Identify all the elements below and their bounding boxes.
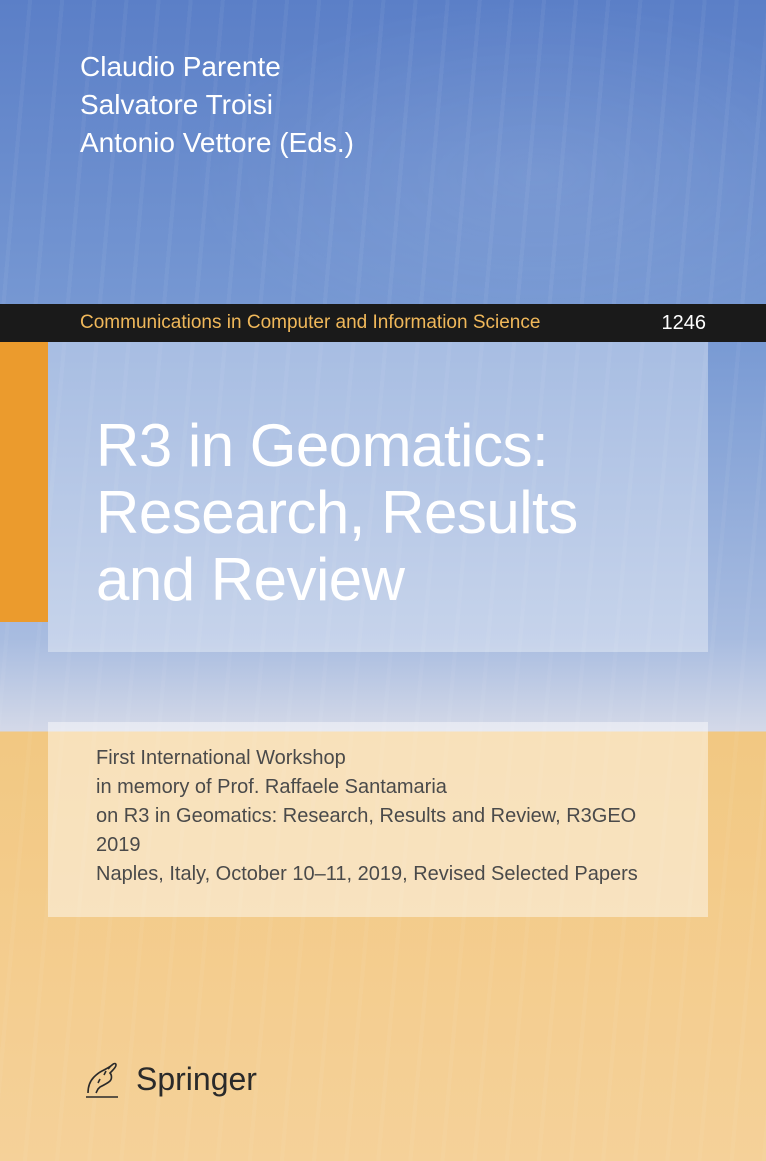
title-panel: R3 in Geomatics: Research, Results and R… bbox=[48, 342, 708, 652]
subtitle-line: in memory of Prof. Raffaele Santamaria bbox=[96, 773, 660, 802]
book-title: R3 in Geomatics: Research, Results and R… bbox=[96, 412, 660, 614]
subtitle-line: on R3 in Geomatics: Research, Results an… bbox=[96, 802, 660, 860]
publisher-name: Springer bbox=[136, 1061, 257, 1098]
editor-name: Salvatore Troisi bbox=[80, 86, 354, 124]
publisher-block: Springer bbox=[80, 1057, 257, 1101]
series-name: Communications in Computer and Informati… bbox=[80, 312, 662, 334]
series-bar: Communications in Computer and Informati… bbox=[0, 304, 766, 342]
series-number: 1246 bbox=[662, 312, 707, 335]
subtitle-panel: First International Workshop in memory o… bbox=[48, 722, 708, 917]
editor-name: Antonio Vettore (Eds.) bbox=[80, 124, 354, 162]
book-cover: Claudio Parente Salvatore Troisi Antonio… bbox=[0, 0, 766, 1161]
book-subtitle: First International Workshop in memory o… bbox=[96, 744, 660, 889]
subtitle-line: First International Workshop bbox=[96, 744, 660, 773]
editor-name: Claudio Parente bbox=[80, 48, 354, 86]
springer-horse-icon bbox=[80, 1057, 124, 1101]
editors-block: Claudio Parente Salvatore Troisi Antonio… bbox=[80, 48, 354, 161]
subtitle-line: Naples, Italy, October 10–11, 2019, Revi… bbox=[96, 860, 660, 889]
orange-accent-tab bbox=[0, 342, 48, 622]
